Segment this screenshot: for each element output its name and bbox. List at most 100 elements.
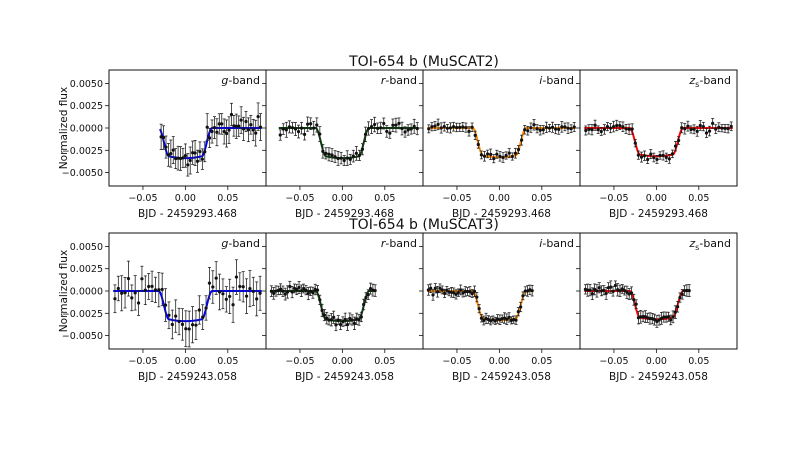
- data-marker: [336, 156, 340, 161]
- data-marker: [636, 153, 640, 157]
- data-marker: [593, 287, 597, 292]
- data-point: [468, 286, 472, 297]
- data-point: [120, 275, 124, 312]
- data-point: [363, 126, 368, 143]
- data-point: [177, 307, 181, 336]
- data-marker: [587, 127, 591, 131]
- data-point: [464, 122, 468, 133]
- data-marker: [639, 315, 643, 319]
- data-marker: [210, 129, 214, 134]
- data-point: [221, 278, 225, 310]
- data-marker: [451, 125, 456, 129]
- data-point: [140, 265, 144, 292]
- data-marker: [169, 151, 173, 156]
- data-marker: [212, 126, 217, 130]
- data-point: [479, 150, 483, 160]
- data-point: [492, 154, 496, 164]
- data-point: [502, 312, 507, 324]
- data-point: [159, 123, 163, 150]
- data-point: [163, 288, 168, 322]
- data-marker: [309, 122, 313, 126]
- data-point: [171, 136, 175, 165]
- data-marker: [692, 127, 696, 131]
- data-marker: [655, 157, 659, 162]
- data-point: [456, 288, 460, 297]
- data-marker: [406, 128, 410, 132]
- data-marker: [642, 154, 647, 158]
- data-point: [504, 151, 508, 160]
- data-point: [461, 288, 465, 298]
- data-point: [671, 310, 675, 324]
- data-point: [605, 122, 610, 132]
- data-marker: [666, 315, 671, 319]
- data-marker: [516, 310, 520, 314]
- data-marker: [412, 124, 416, 128]
- panel-i-band: −0.05 0.00 0.05 BJD - 2459243.058 i-band: [419, 232, 581, 383]
- data-marker: [602, 288, 606, 292]
- data-point: [447, 288, 451, 297]
- data-point: [726, 123, 730, 134]
- data-marker: [327, 152, 331, 156]
- data-marker: [133, 291, 137, 295]
- data-marker: [231, 303, 235, 307]
- data-marker: [330, 153, 334, 157]
- data-point: [150, 270, 154, 302]
- data-marker: [621, 125, 625, 129]
- band-label: g-band: [221, 237, 260, 250]
- data-point: [495, 149, 499, 159]
- data-point: [191, 140, 195, 165]
- data-point: [201, 304, 205, 330]
- data-marker: [498, 154, 502, 158]
- data-point: [157, 272, 161, 308]
- data-point: [293, 122, 298, 136]
- data-point: [215, 118, 219, 147]
- data-marker: [379, 126, 383, 130]
- data-marker: [673, 310, 677, 314]
- data-point: [285, 285, 290, 299]
- data-point: [612, 120, 616, 133]
- data-marker: [320, 308, 324, 313]
- data-point: [228, 278, 232, 315]
- data-point: [623, 285, 627, 296]
- data-point: [208, 127, 212, 148]
- data-point: [609, 280, 613, 294]
- data-marker: [467, 129, 471, 133]
- data-marker: [431, 293, 435, 297]
- data-point: [618, 121, 622, 130]
- data-marker: [385, 129, 389, 134]
- data-point: [445, 123, 449, 133]
- data-point: [320, 303, 324, 318]
- data-marker: [306, 291, 310, 296]
- x-axis-label: BJD - 2459243.058: [138, 371, 237, 383]
- data-point: [463, 286, 467, 297]
- data-point: [590, 124, 594, 136]
- data-point: [283, 287, 287, 301]
- data-point: [184, 310, 188, 348]
- data-marker: [442, 125, 446, 129]
- data-point: [166, 142, 171, 167]
- data-point: [476, 140, 480, 149]
- data-marker: [174, 156, 178, 161]
- data-point: [657, 314, 661, 326]
- data-point: [687, 284, 691, 297]
- data-marker: [227, 128, 231, 132]
- data-point: [287, 120, 291, 134]
- data-marker: [569, 127, 573, 131]
- data-point: [354, 146, 358, 161]
- data-point: [309, 117, 313, 130]
- data-marker: [215, 130, 219, 134]
- data-marker: [197, 308, 201, 312]
- data-point: [351, 149, 355, 163]
- data-point: [183, 143, 187, 168]
- data-point: [526, 125, 530, 136]
- data-point: [190, 306, 195, 344]
- x-tick-label: 0.05: [374, 193, 395, 204]
- data-marker: [427, 127, 431, 131]
- data-point: [593, 283, 597, 296]
- data-point: [520, 134, 524, 146]
- band-label: g-band: [221, 74, 260, 87]
- data-marker: [220, 122, 224, 126]
- data-marker: [217, 290, 222, 294]
- data-point: [652, 152, 656, 163]
- data-marker: [440, 288, 444, 292]
